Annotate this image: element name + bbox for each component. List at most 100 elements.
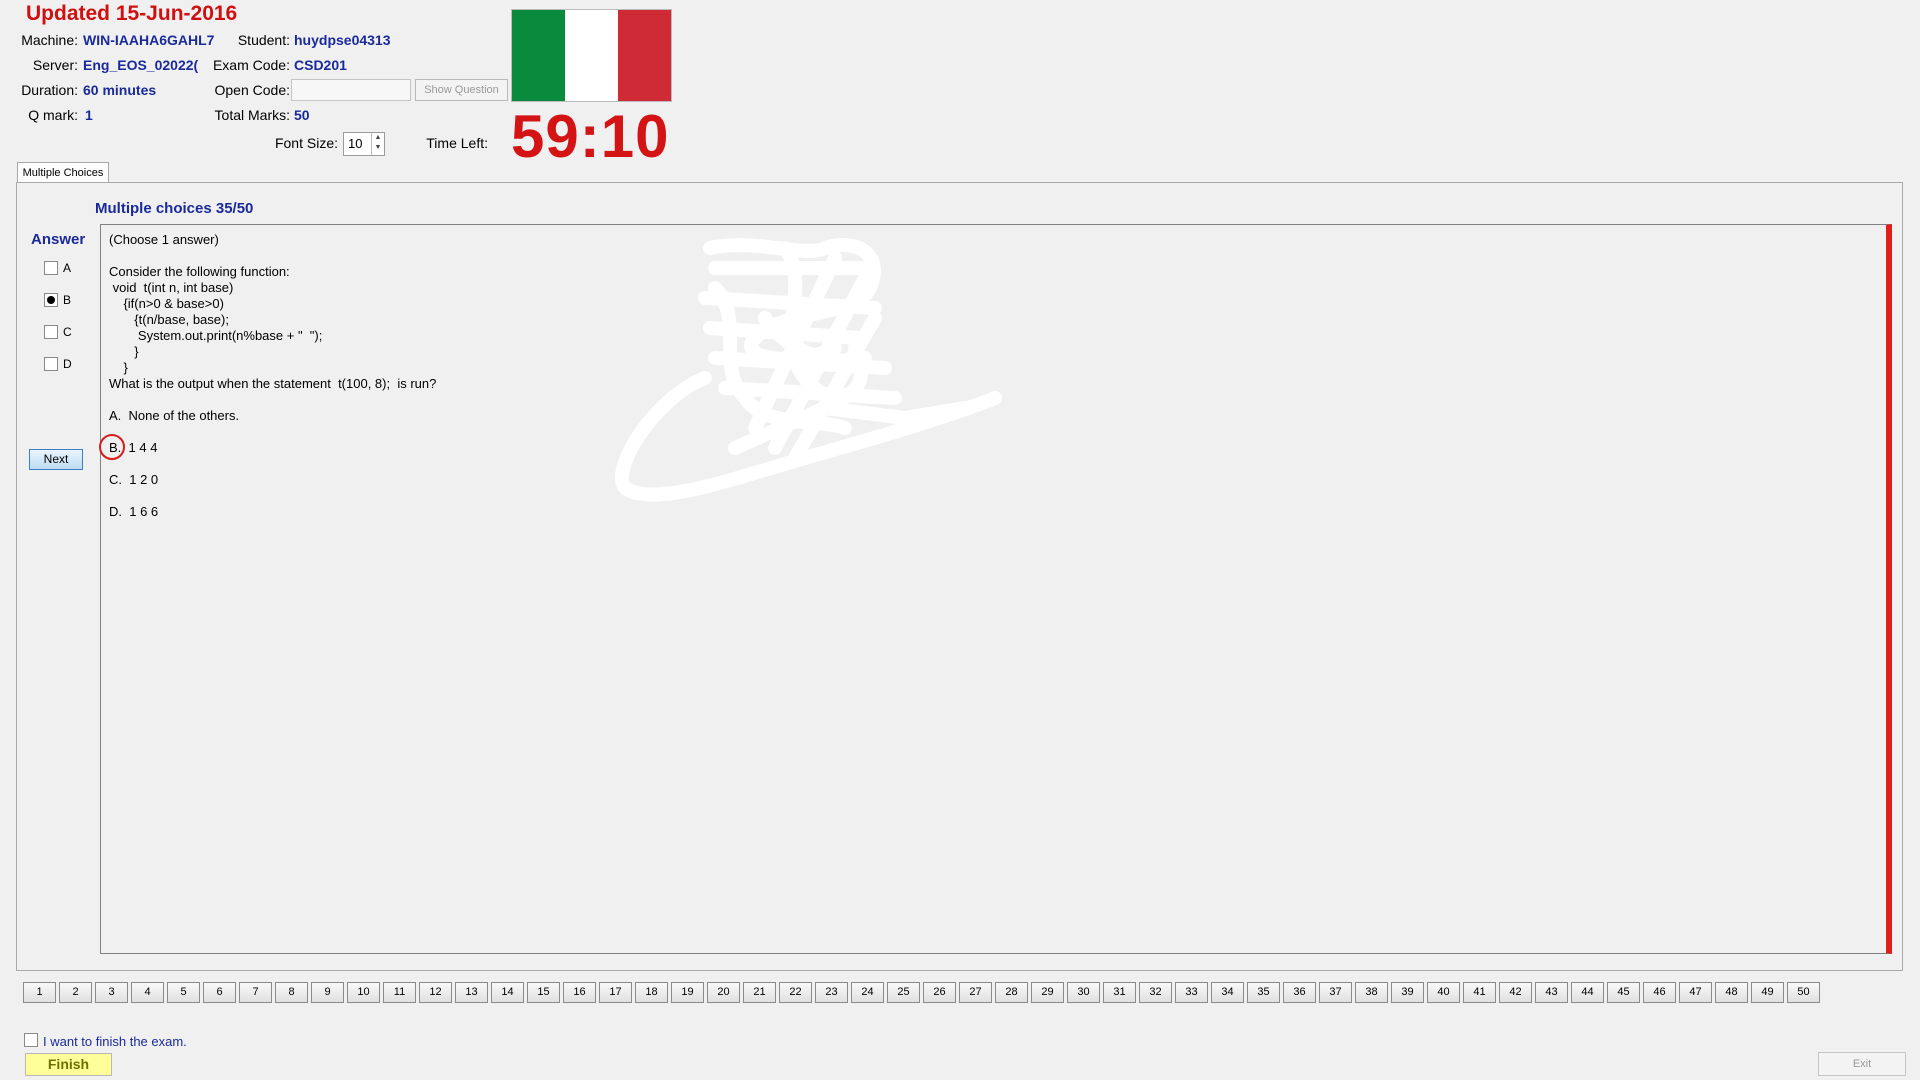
question-line: System.out.print(n%base + " "); [109, 328, 323, 343]
server-value: Eng_EOS_02022( [83, 57, 199, 73]
question-nav-button[interactable]: 27 [959, 982, 992, 1003]
student-value: huydpse04313 [294, 32, 391, 48]
red-circle-annotation [99, 434, 125, 460]
time-left-value: 59:10 [511, 103, 670, 170]
question-nav-button[interactable]: 13 [455, 982, 488, 1003]
answer-label-b: B [63, 293, 72, 307]
question-nav-button[interactable]: 7 [239, 982, 272, 1003]
question-line: What is the output when the statement t(… [109, 376, 437, 391]
question-nav-button[interactable]: 48 [1715, 982, 1748, 1003]
exam-code-value: CSD201 [294, 57, 347, 73]
student-label: Student: [237, 32, 290, 48]
question-nav-button[interactable]: 26 [923, 982, 956, 1003]
answer-checkbox-a[interactable] [44, 261, 58, 275]
question-line: } [109, 360, 128, 375]
question-nav-button[interactable]: 25 [887, 982, 920, 1003]
question-nav-button[interactable]: 47 [1679, 982, 1712, 1003]
spinner-up-icon[interactable]: ▲ [374, 134, 382, 141]
answer-title: Answer [31, 231, 86, 248]
question-nav-button[interactable]: 49 [1751, 982, 1784, 1003]
font-size-label: Font Size: [274, 135, 338, 151]
total-marks-value: 50 [294, 107, 310, 123]
question-nav-button[interactable]: 31 [1103, 982, 1136, 1003]
spinner-down-icon[interactable]: ▼ [374, 144, 382, 151]
answer-checkbox-d[interactable] [44, 357, 58, 371]
choice-a: A. None of the others. [109, 408, 240, 423]
question-header: Multiple choices 35/50 [95, 200, 254, 217]
question-nav-button[interactable]: 9 [311, 982, 344, 1003]
question-nav-button[interactable]: 43 [1535, 982, 1568, 1003]
question-nav-button[interactable]: 17 [599, 982, 632, 1003]
question-nav-button[interactable]: 5 [167, 982, 200, 1003]
question-nav-button[interactable]: 8 [275, 982, 308, 1003]
question-nav-button[interactable]: 11 [383, 982, 416, 1003]
question-nav-button[interactable]: 2 [59, 982, 92, 1003]
answer-checkbox-c[interactable] [44, 325, 58, 339]
total-marks-label: Total Marks: [214, 107, 290, 123]
answer-label-d: D [63, 357, 72, 371]
answer-label-c: C [63, 325, 72, 339]
answer-label-a: A [63, 261, 72, 275]
qmark-value: 1 [85, 107, 93, 123]
exam-code-label: Exam Code: [212, 57, 290, 73]
next-button[interactable]: Next [29, 449, 83, 470]
show-question-button[interactable]: Show Question [415, 79, 508, 101]
question-nav-button[interactable]: 28 [995, 982, 1028, 1003]
open-code-input[interactable] [291, 79, 411, 101]
answer-checkbox-b[interactable] [44, 293, 58, 307]
question-nav-button[interactable]: 37 [1319, 982, 1352, 1003]
question-text-box: (Choose 1 answer) Consider the following… [100, 224, 1892, 954]
question-nav-button[interactable]: 39 [1391, 982, 1424, 1003]
question-nav: 1 2 3 4 5 6 7 8 9 10 11 12 13 14 15 16 1… [23, 982, 1823, 1003]
italy-flag-image [511, 9, 672, 102]
question-line: void t(int n, int base) [109, 280, 234, 295]
question-nav-button[interactable]: 34 [1211, 982, 1244, 1003]
question-instruction: (Choose 1 answer) [109, 232, 219, 247]
question-nav-button[interactable]: 30 [1067, 982, 1100, 1003]
question-nav-button[interactable]: 44 [1571, 982, 1604, 1003]
question-nav-button[interactable]: 45 [1607, 982, 1640, 1003]
finish-exam-label: I want to finish the exam. [43, 1034, 187, 1049]
question-nav-button[interactable]: 46 [1643, 982, 1676, 1003]
question-nav-button[interactable]: 42 [1499, 982, 1532, 1003]
question-nav-button[interactable]: 35 [1247, 982, 1280, 1003]
question-nav-button[interactable]: 6 [203, 982, 236, 1003]
machine-value: WIN-IAAHA6GAHL7 [83, 32, 215, 48]
question-nav-button[interactable]: 3 [95, 982, 128, 1003]
question-nav-button[interactable]: 12 [419, 982, 452, 1003]
question-nav-button[interactable]: 15 [527, 982, 560, 1003]
exit-button[interactable]: Exit [1818, 1052, 1906, 1076]
font-size-spinner[interactable]: 10 ▲ ▼ [343, 132, 385, 156]
question-nav-button[interactable]: 10 [347, 982, 380, 1003]
question-nav-button[interactable]: 16 [563, 982, 596, 1003]
question-nav-button[interactable]: 36 [1283, 982, 1316, 1003]
question-nav-button[interactable]: 33 [1175, 982, 1208, 1003]
question-nav-button[interactable]: 4 [131, 982, 164, 1003]
question-nav-button[interactable]: 29 [1031, 982, 1064, 1003]
question-line: Consider the following function: [109, 264, 290, 279]
font-size-value: 10 [348, 136, 363, 151]
question-nav-button[interactable]: 21 [743, 982, 776, 1003]
question-nav-button[interactable]: 38 [1355, 982, 1388, 1003]
question-nav-button[interactable]: 1 [23, 982, 56, 1003]
question-nav-button[interactable]: 40 [1427, 982, 1460, 1003]
duration-value: 60 minutes [83, 82, 157, 98]
question-nav-button[interactable]: 14 [491, 982, 524, 1003]
question-nav-button[interactable]: 19 [671, 982, 704, 1003]
question-nav-button[interactable]: 22 [779, 982, 812, 1003]
question-nav-button[interactable]: 20 [707, 982, 740, 1003]
question-nav-button[interactable]: 32 [1139, 982, 1172, 1003]
question-nav-button[interactable]: 41 [1463, 982, 1496, 1003]
question-nav-button[interactable]: 18 [635, 982, 668, 1003]
tab-multiple-choices[interactable]: Multiple Choices [17, 162, 109, 183]
finish-exam-checkbox[interactable] [24, 1033, 38, 1047]
question-nav-button[interactable]: 24 [851, 982, 884, 1003]
finish-button[interactable]: Finish [25, 1053, 112, 1076]
time-left-label: Time Left: [426, 135, 488, 151]
qmark-label: Q mark: [28, 107, 78, 123]
server-label: Server: [32, 57, 78, 73]
question-nav-button[interactable]: 50 [1787, 982, 1820, 1003]
open-code-label: Open Code: [214, 82, 291, 98]
duration-label: Duration: [21, 82, 78, 98]
question-nav-button[interactable]: 23 [815, 982, 848, 1003]
